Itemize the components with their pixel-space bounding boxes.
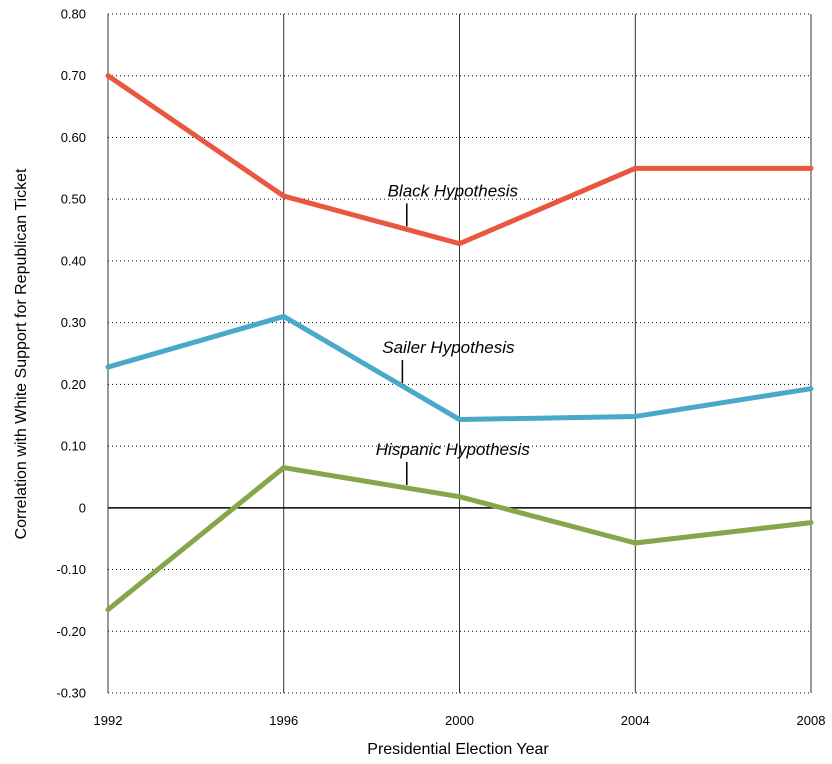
data-point [808,165,814,171]
series-lines [105,73,814,613]
y-tick-label: 0.30 [61,315,86,330]
data-point [632,165,638,171]
y-tick-label: 0.10 [61,439,86,454]
y-tick-label: 0.60 [61,130,86,145]
data-point [457,241,462,247]
data-point [632,413,638,419]
x-gridlines [107,14,812,693]
data-point [632,540,638,546]
data-point [281,193,287,199]
y-tick-label: -0.20 [56,624,86,639]
y-tick-labels: -0.30 -0.20 -0.10 0 0.10 0.20 0.30 0.40 0.50 0.60… [56,7,86,701]
x-tick-label: 1992 [94,713,123,728]
data-point [105,73,111,79]
data-point [808,520,814,526]
y-tick-label: 0.70 [61,68,86,83]
data-point [281,313,287,319]
x-tick-labels: 1992 1996 2000 2004 2008 [94,713,826,728]
data-point [457,494,462,500]
data-point [105,364,111,370]
data-point [105,607,111,613]
y-tick-label: 0.20 [61,377,86,392]
y-tick-label: 0.50 [61,192,86,207]
x-tick-label: 2004 [621,713,650,728]
y-tick-label: 0.80 [61,7,86,22]
data-point [808,386,814,392]
series-annotations: Black Hypothesis Sailer Hypothesis Hispani… [376,181,531,486]
x-axis-title: Presidential Election Year [367,741,549,758]
series-label-sailer-hypothesis: Sailer Hypothesis [382,338,515,357]
data-point [281,465,287,471]
series-label-hispanic-hypothesis: Hispanic Hypothesis [376,440,531,459]
data-point [457,417,462,423]
x-tick-label: 1996 [269,713,298,728]
y-tick-label: 0.40 [61,253,86,268]
x-tick-label: 2008 [797,713,826,728]
y-tick-label: -0.30 [56,686,86,701]
y-tick-label: -0.10 [56,562,86,577]
y-axis-title: Correlation with White Support for Repub… [13,168,30,539]
series-label-black-hypothesis: Black Hypothesis [388,181,519,200]
y-tick-label: 0 [79,500,86,515]
x-tick-label: 2000 [445,713,474,728]
